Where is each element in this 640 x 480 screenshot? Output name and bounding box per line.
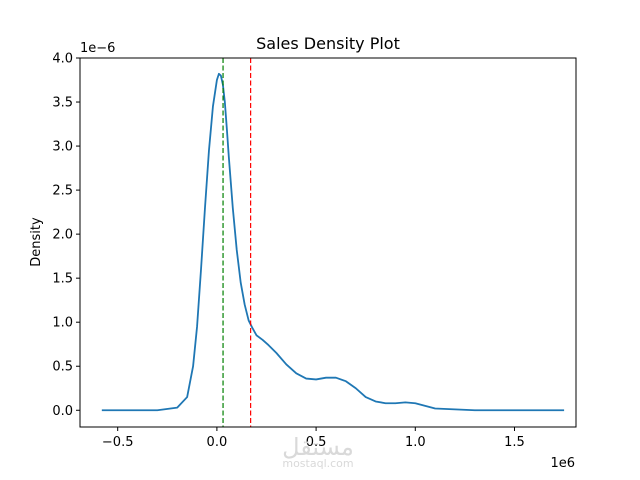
y-tick-label: 2.5 [52,184,73,199]
x-tick-label: 1.5 [504,435,525,450]
y-offset-label: 1e−6 [80,41,115,56]
y-tick-label: 0.5 [52,360,73,375]
y-tick-label: 3.0 [52,140,73,155]
x-tick-label: 0.0 [207,435,228,450]
x-offset-label: 1e6 [550,456,575,471]
y-tick-label: 2.0 [52,228,73,243]
y-tick-label: 4.0 [52,52,73,67]
axes-frame [79,57,577,428]
y-axis: 0.0 0.5 1.0 1.5 2.0 2.5 3.0 3.5 4.0 [52,52,80,419]
y-tick-label: 1.0 [52,316,73,331]
x-axis: −0.5 0.0 0.5 1.0 1.5 [102,427,525,450]
plot-area [101,58,565,427]
x-tick-label: 0.5 [306,435,327,450]
density-line-series-0 [101,72,565,412]
x-tick-label: 1.0 [405,435,426,450]
y-tick-label: 3.5 [52,96,73,111]
watermark-logo-text: مستقل [282,433,354,461]
watermark-domain: mostaql.com [282,457,353,470]
watermark-logo: مستقل mostaql.com [282,433,354,470]
y-tick-label: 1.5 [52,272,73,287]
y-axis-title: Density [29,217,44,267]
chart-title: Sales Density Plot [256,34,400,53]
x-tick-label: −0.5 [102,435,134,450]
y-tick-label: 0.0 [52,404,73,419]
